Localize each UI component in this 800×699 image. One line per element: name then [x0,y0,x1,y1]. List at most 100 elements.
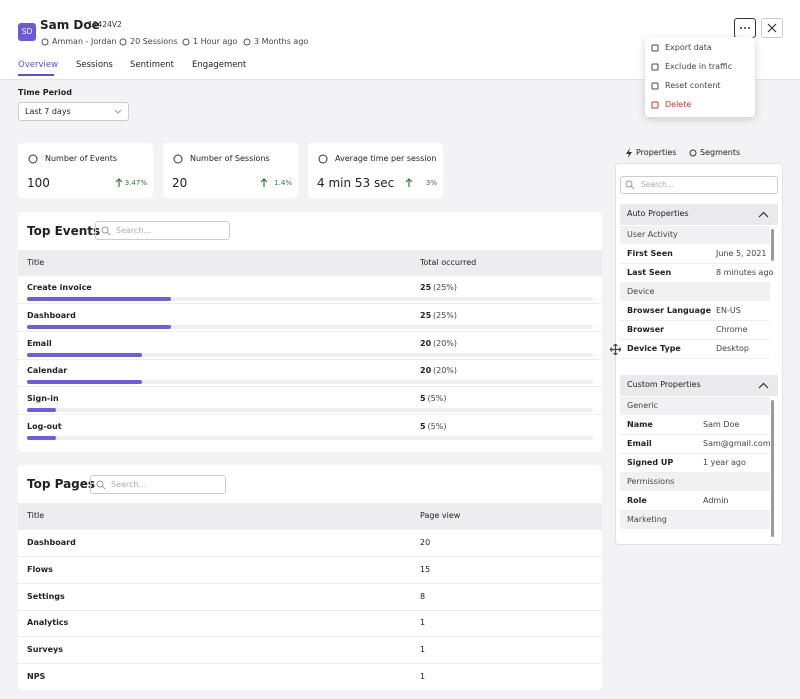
menu-item[interactable]: Delete [665,100,692,109]
menu-item[interactable]: Reset content [665,81,721,90]
event-count: 20 [420,366,432,376]
event-bar [27,297,171,301]
page-name: Settings [27,591,65,601]
event-share: (25%) [433,283,458,292]
property-value: EN-US [716,306,741,315]
row-divider [18,358,602,360]
stat-card [308,143,443,198]
period-select[interactable] [18,102,129,121]
up-arrow [115,178,123,187]
group-row [620,283,770,301]
meta-text: 3 Months ago [254,37,309,46]
section-title: Auto Properties [627,209,689,218]
tab[interactable]: Engagement [192,60,247,70]
row-divider [18,386,602,388]
row-divider [18,556,602,557]
group-name: Marketing [627,515,667,524]
page-views: 20 [420,538,431,547]
tab[interactable]: Sessions [76,60,113,70]
property-key: Browser Language [627,306,712,315]
collapse-icon [758,382,769,389]
group-name: Generic [627,401,659,410]
event-count: 5 [420,394,426,404]
event-count: 20 [420,338,432,348]
event-name: Create invoice [27,283,92,292]
stat-change: 3% [425,179,437,187]
column-header: Total occurred [420,258,477,267]
scrollbar [771,400,774,537]
search-placeholder: Search... [116,226,152,235]
section-title: Custom Properties [627,380,701,389]
menu-item[interactable]: Export data [665,43,712,52]
section-header[interactable] [620,375,778,396]
menu-item[interactable]: Exclude in traffic [665,62,733,71]
menu-icon [651,82,659,90]
row-divider [620,320,770,321]
event-share: (20%) [433,366,458,376]
meta-text: 20 Sessions [130,37,178,46]
stat-label: Number of Sessions [190,154,270,163]
page-views: 15 [420,564,431,574]
stat-icon [28,154,38,164]
event-bar [27,352,143,357]
pages-search[interactable] [90,475,226,494]
user-name: Sam Doe [40,18,100,32]
period-value: Last 7 days [25,107,71,116]
page-views: 1 [420,672,426,681]
row-divider [620,434,770,435]
search-placeholder: Search... [111,480,147,489]
row-divider [620,453,770,454]
property-value: 1 year ago [703,458,746,467]
events-search[interactable] [95,221,230,240]
row-divider [620,472,770,473]
property-key: Last Seen [627,268,672,277]
properties-search[interactable] [620,176,778,194]
tab[interactable]: Overview [18,60,59,70]
up-arrow [405,178,413,187]
group-row [620,397,770,415]
search-icon [101,226,111,236]
pages-title: Top Pages [27,477,96,491]
meta-icon [243,38,251,46]
tab[interactable]: Sentiment [130,60,174,70]
property-value: Chrome [716,325,748,334]
panel-tab[interactable]: Segments [700,148,741,157]
bolt-icon [626,148,632,158]
property-key: Role [627,496,647,505]
bar-track [27,297,593,301]
row-divider [18,303,602,304]
table-header [18,503,602,530]
stat-card [18,143,153,198]
stat-value: 4 min 53 sec [317,176,395,190]
event-name: Email [27,338,52,348]
column-header: Page view [420,511,461,520]
row-divider [18,330,602,332]
group-row [620,511,770,529]
group-row [620,473,770,491]
property-key: Browser [627,325,665,334]
event-bar [27,436,56,440]
chevron [114,109,122,114]
stat-card [163,143,298,198]
panel-tab[interactable]: Properties [636,148,677,157]
pages-card [18,465,602,690]
page-name: NPS [27,672,46,681]
events-title: Top Events [27,224,101,238]
page-name: Dashboard [27,538,76,547]
bar-track [27,324,593,329]
bar-track [27,436,593,440]
event-bar [27,408,56,413]
page-name: Flows [27,564,53,574]
page-name: Surveys [27,645,64,655]
bar-track [27,352,593,357]
event-name: Dashboard [27,310,76,320]
column-header: Title [27,511,45,520]
section-header[interactable] [620,204,778,225]
property-value: Sam Doe [703,420,740,429]
row-divider [620,282,770,283]
page-views: 8 [420,591,426,601]
event-name: Sign-in [27,394,59,404]
event-count: 25 [420,310,432,320]
group-name: Device [627,287,655,296]
meta-icon [182,38,190,46]
